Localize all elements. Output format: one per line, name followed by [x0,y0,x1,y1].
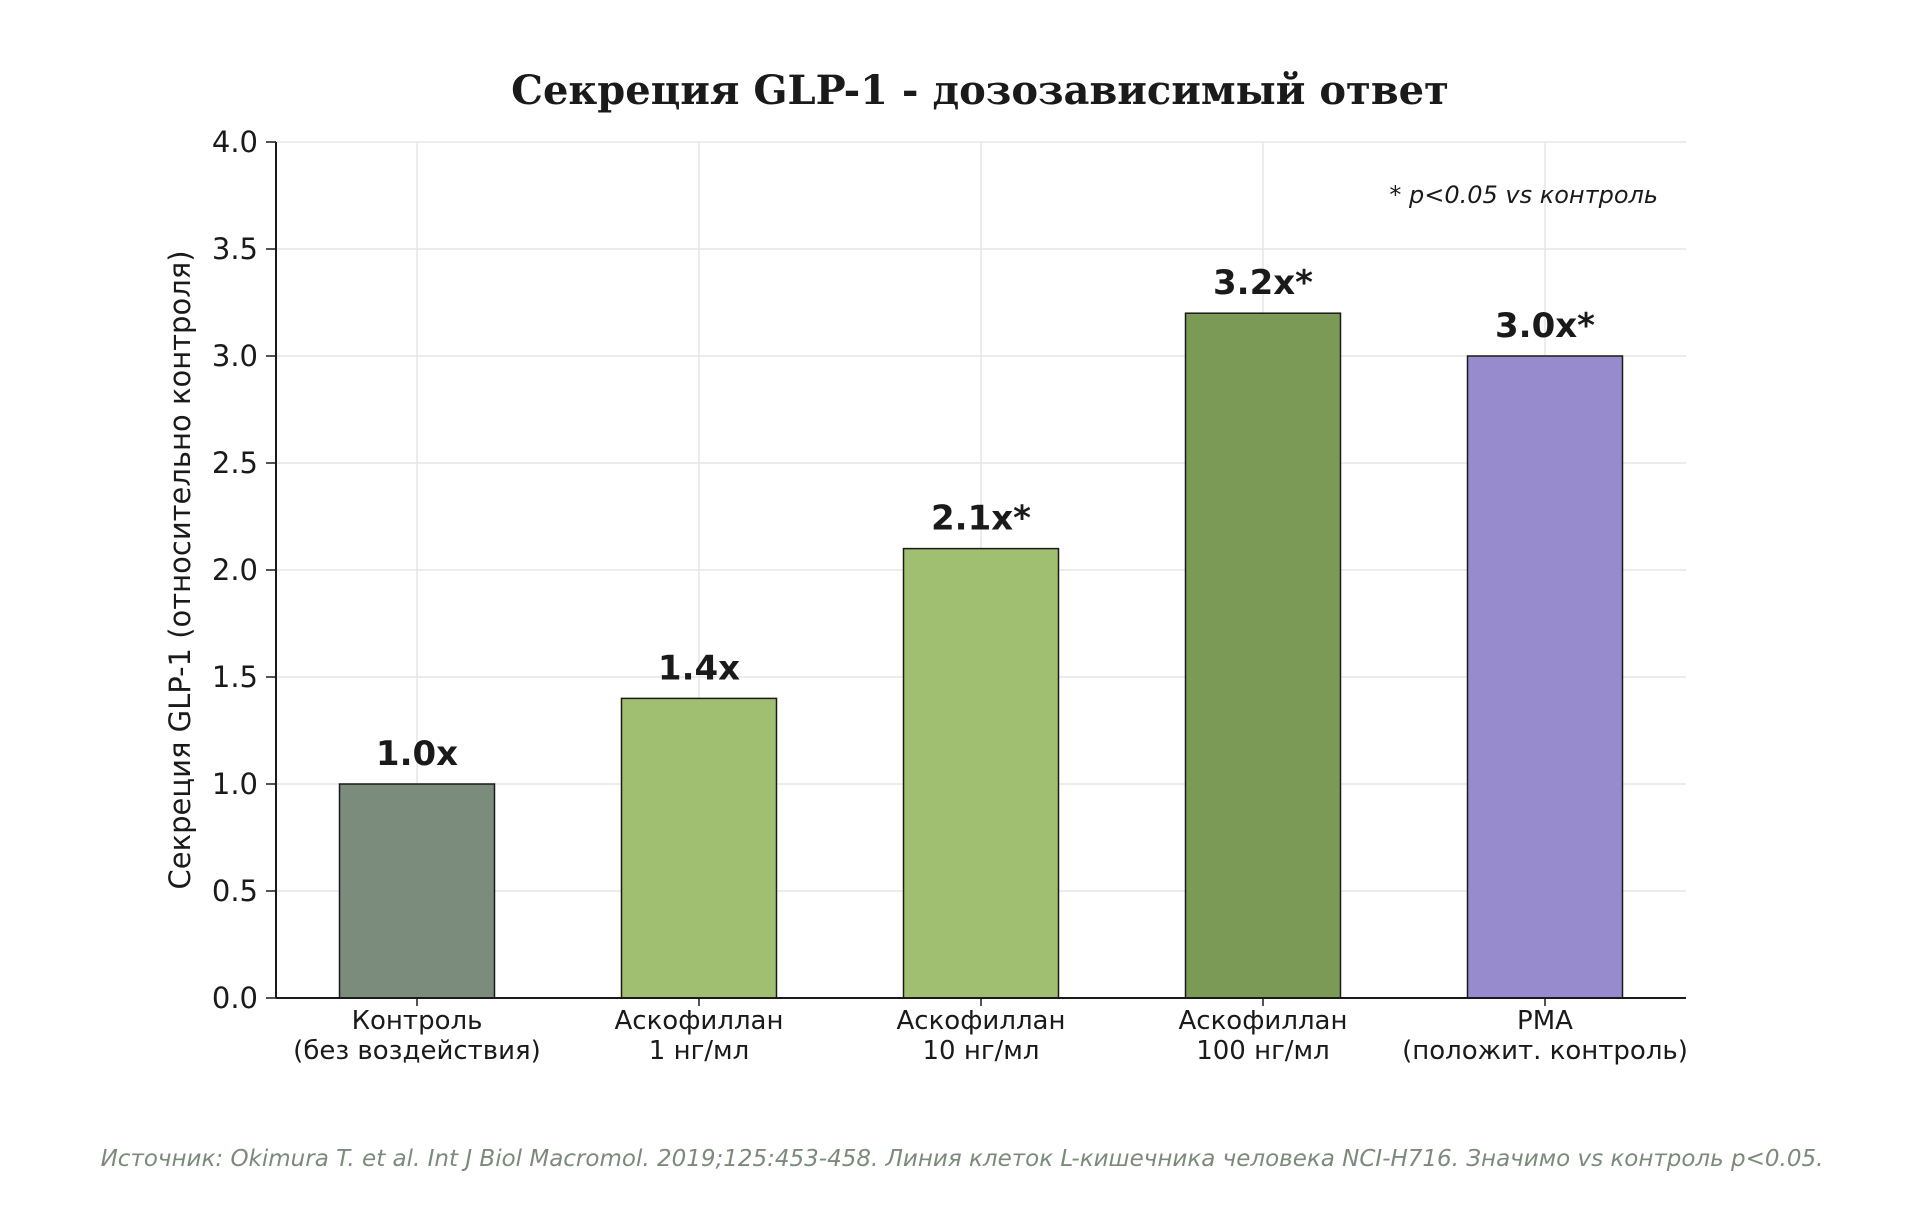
x-tick-label: Аскофиллан [897,1006,1066,1036]
bar [902,547,1060,999]
data-label: 2.1x* [931,499,1031,539]
y-tick-label: 0.5 [212,874,258,908]
data-labels: 1.0x 1.4x 2.1x* 3.2x* 3.0x* [376,263,1595,774]
x-tick-label: 10 нг/мл [923,1036,1040,1066]
chart-title: Секреция GLP-1 - дозозависимый ответ [511,67,1449,114]
data-label: 1.4x [658,648,740,688]
x-tick-label: (положит. контроль) [1402,1036,1688,1066]
y-tick-label: 0.0 [212,981,258,1015]
x-tick-label: PMA [1517,1006,1573,1036]
bar [1184,312,1342,999]
bar [620,697,778,999]
x-tick-label: 1 нг/мл [649,1036,749,1066]
y-tick-label: 2.5 [212,446,258,480]
y-tick-label: 2.0 [212,553,258,587]
y-axis-label: Секреция GLP-1 (относительно контроля) [163,250,197,889]
bars [338,312,1624,999]
data-label: 3.2x* [1213,263,1313,303]
y-tick-label: 3.5 [212,232,258,266]
bar [338,783,496,999]
significance-note: * p<0.05 vs контроль [1389,181,1658,209]
data-label: 3.0x* [1495,306,1595,346]
y-ticks: 0.0 0.5 1.0 1.5 2.0 2.5 3.0 3.5 4.0 [212,125,276,1015]
x-tick-label: Контроль [352,1006,483,1036]
source-note: Источник: Okimura T. et al. Int J Biol M… [101,1146,1824,1172]
x-tick-label: 100 нг/мл [1196,1036,1330,1066]
y-tick-label: 4.0 [212,125,258,159]
x-tick-label: Аскофиллан [615,1006,784,1036]
y-tick-label: 1.5 [212,660,258,694]
data-label: 1.0x [376,734,458,774]
y-tick-label: 3.0 [212,339,258,373]
bar [1466,355,1624,999]
x-tick-label: Аскофиллан [1179,1006,1348,1036]
x-tick-label: (без воздействия) [293,1036,541,1066]
y-tick-label: 1.0 [212,767,258,801]
